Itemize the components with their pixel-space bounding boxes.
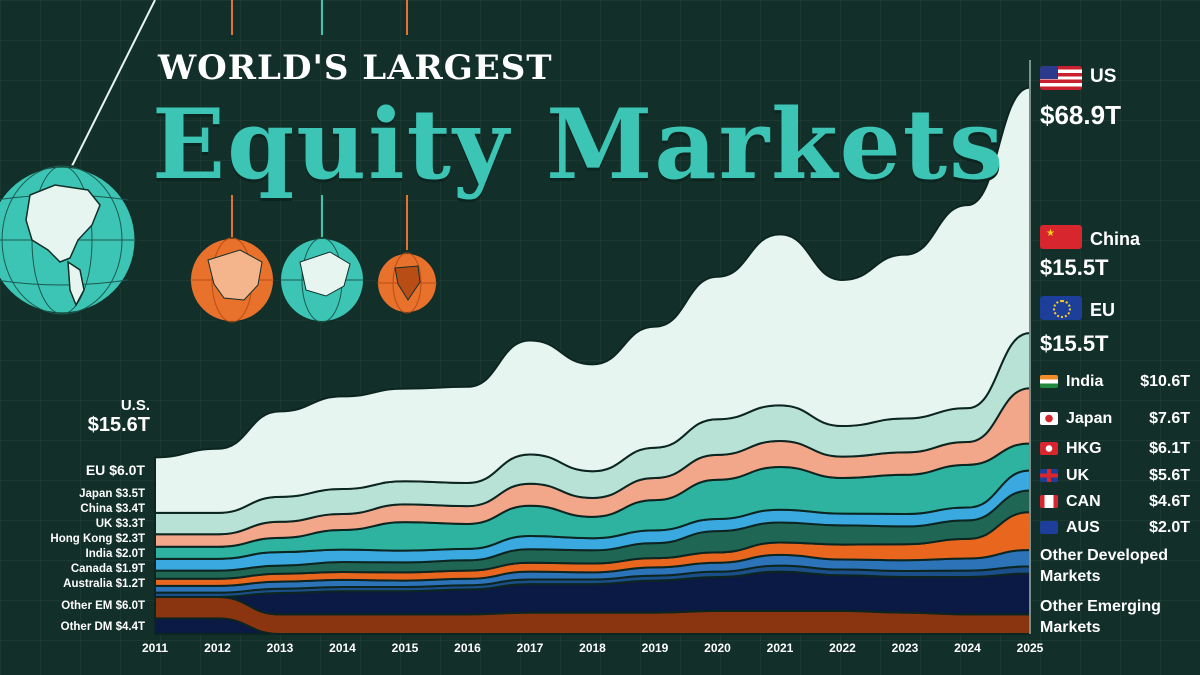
right-name-eu: EU: [1090, 300, 1116, 320]
x-tick-label: 2023: [891, 641, 919, 655]
globe-americas-icon: [0, 164, 138, 316]
left-label-uk: UK $3.3T: [0, 518, 145, 530]
right-value-hkg: $6.1T: [1149, 440, 1190, 457]
left-label-value: $2.3T: [115, 533, 145, 545]
right-value-japan: $7.6T: [1149, 410, 1190, 427]
right-name-japan: Japan: [1066, 410, 1113, 427]
left-label-value: $3.4T: [115, 503, 145, 515]
left-label-name: Canada: [70, 563, 113, 575]
us-start-name: U.S.: [120, 397, 150, 414]
left-label-other-dm: Other DM $4.4T: [0, 621, 145, 633]
x-tick-label: 2014: [329, 641, 356, 655]
left-label-value: $1.2T: [115, 578, 145, 590]
left-label-name: EU: [85, 462, 106, 478]
flag-uk-icon: [1040, 469, 1058, 482]
right-value-india: $10.6T: [1140, 373, 1190, 390]
left-label-value: $3.5T: [115, 488, 145, 500]
x-tick-label: 2017: [516, 641, 544, 655]
x-tick-label: 2016: [454, 641, 481, 655]
x-tick-label: 2024: [954, 641, 981, 655]
x-tick-label: 2020: [704, 641, 731, 655]
right-value-uk: $5.6T: [1149, 467, 1190, 484]
flag-eu-icon: [1040, 296, 1082, 320]
x-tick-label: 2019: [641, 641, 669, 655]
globe-asia-icon: [189, 237, 275, 323]
x-tick-label: 2025: [1016, 641, 1044, 655]
right-value-can: $4.6T: [1149, 493, 1190, 510]
flag-india-icon: [1040, 375, 1058, 388]
flag-hongkong-icon: [1040, 442, 1058, 455]
right-label-other-emerging: Other Emerging Markets: [1040, 598, 1161, 636]
right-name-china: China: [1090, 229, 1141, 249]
us-start-value: $15.6T: [87, 414, 150, 436]
left-label-value: $3.3T: [115, 518, 145, 530]
right-name-aus: AUS: [1066, 519, 1100, 536]
right-value-us: $68.9T: [1040, 100, 1121, 130]
left-label-value: $6.0T: [109, 462, 145, 478]
us-start-label: U.S. $15.6T: [30, 397, 150, 437]
left-label-eu: EU $6.0T: [0, 462, 145, 478]
area-u-s-: [154, 86, 1031, 514]
globe-europe-icon: [279, 237, 365, 323]
left-label-name: India: [85, 548, 113, 560]
left-label-other-em: Other EM $6.0T: [0, 600, 145, 612]
chart-title: Equity Markets: [152, 88, 1006, 201]
left-label-hongkong: Hong Kong $2.3T: [0, 533, 145, 545]
globe-india-icon: [376, 252, 438, 314]
left-label-india: India $2.0T: [0, 548, 145, 560]
flag-us-icon: [1040, 66, 1082, 90]
x-tick-label: 2011: [141, 641, 169, 655]
left-label-name: Other DM: [60, 621, 113, 633]
left-label-name: Hong Kong: [50, 533, 113, 545]
right-value-eu: $15.5T: [1040, 331, 1109, 356]
chart-supertitle: WORLD'S LARGEST: [158, 48, 553, 88]
x-tick-label: 2021: [766, 641, 794, 655]
left-label-value: $4.4T: [115, 621, 145, 633]
flag-canada-icon: [1040, 495, 1058, 508]
left-label-name: Japan: [79, 488, 113, 500]
right-label-other-developed: Other Developed Markets: [1040, 547, 1169, 585]
globe-string-left: [69, 0, 156, 171]
right-name-hkg: HKG: [1066, 440, 1102, 457]
right-name-india: India: [1066, 373, 1104, 390]
area-layers: [154, 86, 1031, 635]
right-name-uk: UK: [1066, 467, 1090, 484]
right-value-china: $15.5T: [1040, 255, 1109, 280]
flag-australia-icon: [1040, 521, 1058, 534]
left-label-value: $6.0T: [115, 600, 145, 612]
decorations: [0, 0, 438, 323]
left-label-japan: Japan $3.5T: [0, 488, 145, 500]
left-label-name: UK: [95, 518, 113, 530]
left-label-value: $2.0T: [115, 548, 145, 560]
left-label-canada: Canada $1.9T: [0, 563, 145, 575]
x-tick-label: 2018: [579, 641, 606, 655]
left-label-australia: Australia $1.2T: [0, 578, 145, 590]
x-tick-label: 2012: [204, 641, 231, 655]
left-label-name: Australia: [63, 578, 113, 590]
left-label-china: China $3.4T: [0, 503, 145, 515]
right-name-can: CAN: [1066, 493, 1101, 510]
x-tick-label: 2015: [391, 641, 419, 655]
left-label-name: Other EM: [61, 600, 113, 612]
left-label-name: China: [80, 503, 113, 515]
x-tick-label: 2022: [829, 641, 856, 655]
right-name-us: US: [1090, 66, 1117, 87]
right-value-aus: $2.0T: [1149, 519, 1190, 536]
x-tick-label: 2013: [266, 641, 294, 655]
flag-china-icon: ★: [1040, 225, 1082, 249]
left-label-value: $1.9T: [115, 563, 145, 575]
flag-japan-icon: [1040, 412, 1058, 425]
